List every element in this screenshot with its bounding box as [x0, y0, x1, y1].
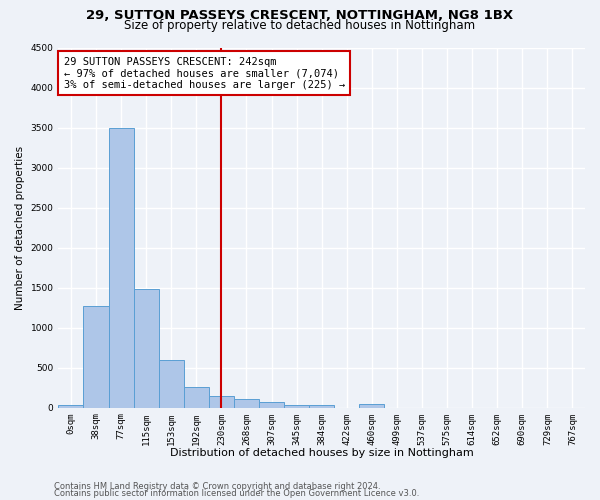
Text: 29, SUTTON PASSEYS CRESCENT, NOTTINGHAM, NG8 1BX: 29, SUTTON PASSEYS CRESCENT, NOTTINGHAM,…: [86, 9, 514, 22]
Bar: [159, 360, 184, 408]
X-axis label: Distribution of detached houses by size in Nottingham: Distribution of detached houses by size …: [170, 448, 473, 458]
Bar: [109, 128, 134, 407]
Bar: [83, 306, 109, 408]
Bar: [134, 289, 159, 408]
Bar: [184, 387, 209, 407]
Bar: [284, 405, 309, 407]
Bar: [209, 396, 234, 407]
Bar: [309, 405, 334, 407]
Text: Contains HM Land Registry data © Crown copyright and database right 2024.: Contains HM Land Registry data © Crown c…: [54, 482, 380, 491]
Bar: [359, 404, 385, 407]
Bar: [259, 402, 284, 407]
Y-axis label: Number of detached properties: Number of detached properties: [15, 146, 25, 310]
Text: Size of property relative to detached houses in Nottingham: Size of property relative to detached ho…: [124, 19, 476, 32]
Text: Contains public sector information licensed under the Open Government Licence v3: Contains public sector information licen…: [54, 489, 419, 498]
Bar: [234, 399, 259, 407]
Text: 29 SUTTON PASSEYS CRESCENT: 242sqm
← 97% of detached houses are smaller (7,074)
: 29 SUTTON PASSEYS CRESCENT: 242sqm ← 97%…: [64, 56, 345, 90]
Bar: [58, 405, 83, 407]
